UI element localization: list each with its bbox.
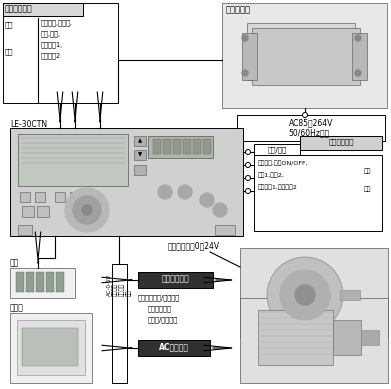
Circle shape	[82, 205, 92, 215]
Bar	[3, 3, 118, 103]
Text: 운전/정지: 운전/정지	[267, 146, 287, 152]
Bar	[242, 33, 257, 80]
Bar	[333, 320, 361, 355]
Bar	[17, 320, 85, 375]
Text: 사용: 사용	[364, 186, 371, 192]
Circle shape	[73, 196, 101, 224]
Circle shape	[246, 175, 251, 180]
Bar	[18, 134, 128, 186]
Bar	[247, 23, 355, 80]
Circle shape	[242, 35, 248, 41]
Bar	[20, 192, 30, 202]
Circle shape	[158, 185, 172, 199]
Bar	[193, 139, 201, 154]
Text: 굴공,장력,: 굴공,장력,	[41, 30, 61, 37]
Text: 파워앰프출력0～24V: 파워앰프출력0～24V	[168, 241, 220, 250]
Bar	[254, 155, 382, 231]
Circle shape	[246, 189, 251, 193]
Text: 메타: 메타	[10, 258, 19, 267]
Text: 아나로그입력: 아나로그입력	[5, 4, 33, 13]
Bar	[240, 298, 388, 383]
Circle shape	[246, 149, 251, 154]
Bar	[26, 272, 34, 292]
Bar	[138, 272, 213, 288]
Text: 장력설정,테파률,: 장력설정,테파률,	[41, 19, 73, 26]
Text: 수동설정2: 수동설정2	[41, 52, 61, 59]
Bar	[148, 136, 213, 158]
Circle shape	[303, 112, 307, 117]
Bar	[56, 272, 64, 292]
Bar	[134, 136, 146, 146]
Text: 히스테리시스: 히스테리시스	[148, 305, 172, 312]
Bar	[22, 206, 34, 217]
Bar	[16, 272, 24, 292]
Bar	[300, 136, 382, 150]
Bar	[36, 272, 44, 292]
Bar	[203, 139, 211, 154]
Circle shape	[355, 70, 361, 76]
Bar	[10, 128, 243, 236]
Text: 사용: 사용	[5, 48, 14, 54]
Circle shape	[246, 163, 251, 168]
Text: ▼: ▼	[138, 152, 142, 157]
Bar	[112, 264, 127, 383]
Bar	[163, 139, 171, 154]
Circle shape	[178, 185, 192, 199]
Bar	[222, 3, 387, 108]
Bar	[153, 139, 161, 154]
Bar	[252, 28, 360, 85]
Bar	[55, 192, 65, 202]
Circle shape	[267, 257, 343, 333]
Bar	[183, 139, 191, 154]
Bar	[237, 115, 385, 141]
Bar	[352, 33, 367, 80]
Text: AC-0-5V
파워앰프
제어지령
패배: AC-0-5V 파워앰프 제어지령 패배	[107, 274, 131, 296]
Text: 기록계: 기록계	[10, 303, 24, 312]
Text: 장력검출기: 장력검출기	[226, 5, 251, 14]
Text: 파우더클러치/브리이크: 파우더클러치/브리이크	[138, 294, 180, 301]
Text: 출력게인1,출력게인2: 출력게인1,출력게인2	[258, 184, 298, 189]
Bar	[134, 150, 146, 160]
Circle shape	[280, 270, 330, 320]
Bar	[22, 328, 78, 366]
Bar	[46, 272, 54, 292]
Text: 수동설정1,: 수동설정1,	[41, 41, 63, 47]
Bar	[70, 192, 80, 202]
Text: 출력기억,출력ON/OFF,: 출력기억,출력ON/OFF,	[258, 160, 308, 166]
Circle shape	[355, 35, 361, 41]
Bar	[254, 144, 300, 158]
Bar	[18, 225, 32, 235]
Circle shape	[295, 285, 315, 305]
Text: 접점지령입력: 접점지령입력	[328, 138, 354, 145]
Text: AC서모모터: AC서모모터	[159, 342, 189, 351]
Circle shape	[200, 193, 214, 207]
Bar	[361, 330, 379, 345]
Bar	[134, 165, 146, 175]
Bar	[10, 268, 75, 298]
Circle shape	[242, 70, 248, 76]
Text: 파우더클러치: 파우더클러치	[161, 274, 189, 283]
Text: 선택: 선택	[364, 168, 371, 173]
Bar	[215, 225, 235, 235]
Text: LE-30CTN: LE-30CTN	[10, 120, 47, 129]
Bar	[173, 139, 181, 154]
Bar	[35, 192, 45, 202]
Text: 선택: 선택	[5, 21, 14, 28]
Circle shape	[213, 203, 227, 217]
Bar	[340, 290, 360, 300]
Bar	[258, 310, 333, 365]
Text: 수동1,수동2,: 수동1,수동2,	[258, 172, 285, 178]
Bar	[240, 248, 388, 338]
Bar	[10, 313, 92, 383]
Bar	[138, 340, 210, 356]
Circle shape	[65, 188, 109, 232]
Text: AC85～264V
50/60Hz전원: AC85～264V 50/60Hz전원	[289, 118, 333, 137]
Bar	[3, 3, 83, 16]
Text: 클러치/브레이크: 클러치/브레이크	[148, 316, 178, 322]
Bar	[37, 206, 49, 217]
Text: ▲: ▲	[138, 138, 142, 143]
